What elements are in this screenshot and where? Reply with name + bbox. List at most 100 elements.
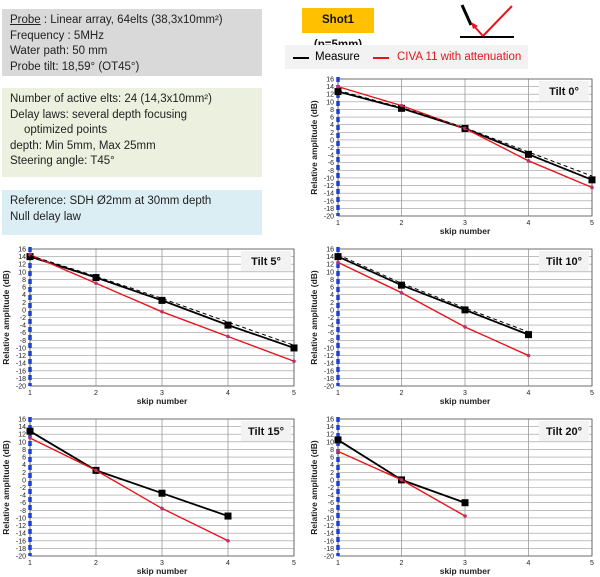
y-tick-label: -14 [16, 361, 26, 368]
y-tick-label: 2 [330, 300, 334, 307]
y-axis-label: Relative amplitude (dB) [309, 100, 319, 195]
y-tick-label: -4 [20, 493, 26, 500]
measure-point [461, 499, 469, 507]
tilt-title-box [539, 421, 589, 441]
dashed-series-line [337, 254, 529, 333]
plot-frame [337, 78, 593, 217]
y-tick-label: 8 [22, 277, 26, 284]
x-tick-label: 2 [400, 560, 404, 567]
x-tick-label: 3 [463, 220, 467, 227]
x-tick-label: 4 [527, 220, 531, 227]
x-tick-label: 1 [28, 390, 32, 397]
x-axis-label: skip number [440, 566, 491, 576]
y-tick-label: -10 [324, 175, 334, 182]
y-tick-label: 8 [330, 447, 334, 454]
y-tick-label: 10 [326, 439, 334, 446]
civa-point [226, 334, 230, 339]
y-tick-label: -2 [20, 315, 26, 322]
y-tick-label: -8 [20, 338, 26, 345]
probe-value: : Linear array, 64elts (38,3x10mm²) [43, 14, 223, 26]
y-tick-label: -20 [324, 554, 334, 561]
x-tick-label: 3 [463, 390, 467, 397]
civa-point [463, 514, 467, 518]
measure-point [26, 427, 34, 435]
y-tick-label: -20 [16, 554, 26, 561]
y-tick-label: 10 [326, 99, 334, 106]
x-tick-label: 4 [226, 390, 230, 397]
active-elts-text: Number of active elts: 24 (14,3x10mm²) [10, 93, 212, 105]
measure-series-line [337, 255, 529, 336]
chart-legend: Measure CIVA 11 with attenuation [285, 45, 528, 69]
y-tick-label: 10 [326, 269, 334, 276]
y-tick-label: -16 [324, 368, 334, 375]
y-tick-label: 14 [326, 424, 334, 431]
x-tick-label: 5 [590, 560, 594, 567]
tilt-20-chart: 1614121086420-2-4-6-8-10-12-14-16-18-201… [309, 417, 594, 577]
y-tick-label: -8 [328, 168, 334, 175]
civa-point [399, 103, 404, 108]
x-axis-label: skip number [137, 566, 188, 576]
y-tick-label: 2 [330, 130, 334, 137]
y-tick-label: 8 [22, 447, 26, 454]
probe-info-box: Probe : Linear array, 64elts (38,3x10mm²… [2, 9, 262, 76]
y-tick-label: -12 [16, 523, 26, 530]
plot-frame [337, 248, 593, 387]
y-tick-label: 16 [326, 417, 334, 424]
y-tick-label: -2 [328, 315, 334, 322]
y-tick-label: -20 [324, 384, 334, 391]
civa-series-line [29, 437, 229, 542]
tilt-title: Tilt 0° [549, 86, 579, 98]
depth-text: depth: Min 5mm, Max 25mm [10, 139, 156, 152]
tilt-title-box [241, 251, 291, 271]
y-tick-label: -18 [324, 376, 334, 383]
y-tick-label: 14 [326, 254, 334, 261]
y-tick-label: 0 [330, 307, 334, 314]
y-tick-label: 0 [330, 477, 334, 484]
steering-text: Steering angle: T45° [10, 155, 115, 167]
tilt-15-chart: 1614121086420-2-4-6-8-10-12-14-16-18-201… [1, 417, 296, 577]
y-tick-label: -2 [20, 485, 26, 492]
tilt-title: Tilt 10° [546, 256, 582, 268]
y-tick-label: -10 [16, 515, 26, 522]
y-tick-label: -6 [20, 330, 26, 337]
y-tick-label: 4 [330, 292, 334, 299]
y-tick-label: 12 [326, 262, 334, 269]
y-tick-label: 12 [18, 432, 26, 439]
measure-point [334, 88, 342, 96]
dashed-series-line [29, 254, 295, 346]
y-tick-label: 16 [326, 247, 334, 254]
y-tick-label: -12 [324, 183, 334, 190]
y-tick-label: 2 [22, 300, 26, 307]
reference-box: Reference: SDH Ø2mm at 30mm depth Null d… [2, 190, 262, 235]
y-tick-label: 2 [22, 470, 26, 477]
civa-series-line [337, 261, 529, 357]
y-tick-label: -16 [16, 538, 26, 545]
y-tick-label: 16 [326, 77, 334, 84]
y-tick-label: -16 [324, 198, 334, 205]
y-tick-label: 12 [326, 92, 334, 99]
measure-legend-label: Measure [315, 51, 360, 63]
measure-point [334, 436, 342, 444]
y-tick-label: -6 [328, 500, 334, 507]
y-tick-label: 12 [18, 262, 26, 269]
civa-point [336, 260, 340, 265]
civa-point [226, 538, 230, 543]
y-tick-label: 6 [22, 285, 26, 292]
measure-series-line [29, 430, 229, 517]
measure-point [398, 281, 405, 289]
civa-point [590, 185, 594, 190]
civa-point [526, 353, 531, 358]
civa-point [526, 159, 531, 163]
tilt-title-box [539, 81, 589, 101]
tilt-title: Tilt 5° [251, 256, 281, 268]
x-tick-label: 3 [160, 390, 164, 397]
y-tick-label: 2 [330, 470, 334, 477]
y-tick-label: -20 [324, 214, 334, 221]
civa-point [94, 468, 98, 473]
y-tick-label: 4 [330, 122, 334, 129]
y-tick-label: -2 [328, 485, 334, 492]
measure-point [290, 344, 298, 352]
water-path-text: Water path: 50 mm [10, 45, 108, 57]
y-tick-label: -14 [16, 531, 26, 538]
y-axis-label: Relative amplitude (dB) [1, 270, 11, 365]
